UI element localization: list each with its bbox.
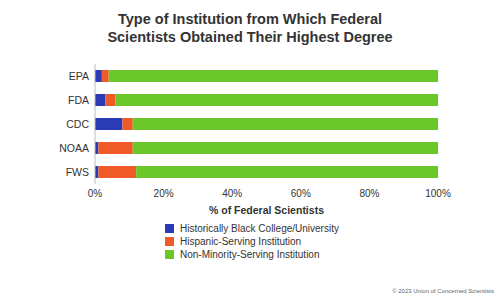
- bar: [98, 142, 132, 154]
- category-label: EPA: [69, 70, 89, 82]
- bar: [133, 118, 438, 130]
- bar: [133, 142, 438, 154]
- bars: [95, 70, 438, 178]
- axis-line: [95, 64, 96, 184]
- legend-swatch: [165, 237, 174, 246]
- bar: [109, 70, 438, 82]
- legend-label: Non-Minority-Serving Institution: [180, 249, 320, 260]
- tick-label: 100%: [425, 188, 451, 199]
- bar: [95, 166, 98, 178]
- axis-label: % of Federal Scientists: [209, 204, 324, 216]
- bar: [95, 142, 98, 154]
- legend-swatch: [165, 250, 174, 259]
- category-label: CDC: [66, 118, 89, 130]
- chart: EPA FDA CDC NOAA FWS 0% 20% 40% 60% 80% 100% % of F…: [0, 0, 500, 300]
- title-wrap: Type of Institution from Which Federal S…: [0, 10, 500, 46]
- category-label: NOAA: [59, 142, 89, 154]
- bar: [95, 118, 122, 130]
- bar: [98, 166, 136, 178]
- bar: [116, 94, 438, 106]
- tick-label: 40%: [222, 188, 242, 199]
- category-label: FDA: [68, 94, 89, 106]
- tick-label: 80%: [359, 188, 379, 199]
- bar: [95, 70, 102, 82]
- tick-label: 0%: [88, 188, 103, 199]
- bar: [136, 166, 438, 178]
- title: Type of Institution from Which Federal S…: [100, 10, 400, 46]
- bar: [105, 94, 115, 106]
- legend-swatch: [165, 224, 174, 233]
- bar: [122, 118, 132, 130]
- source: © 2023 Union of Concerned Scientists: [392, 288, 494, 294]
- tick-label: 20%: [154, 188, 174, 199]
- legend-label: Historically Black College/University: [180, 223, 339, 234]
- category-label: FWS: [66, 166, 89, 178]
- bar: [102, 70, 109, 82]
- bar: [95, 94, 105, 106]
- tick-label: 60%: [291, 188, 311, 199]
- legend-label: Hispanic-Serving Institution: [180, 236, 301, 247]
